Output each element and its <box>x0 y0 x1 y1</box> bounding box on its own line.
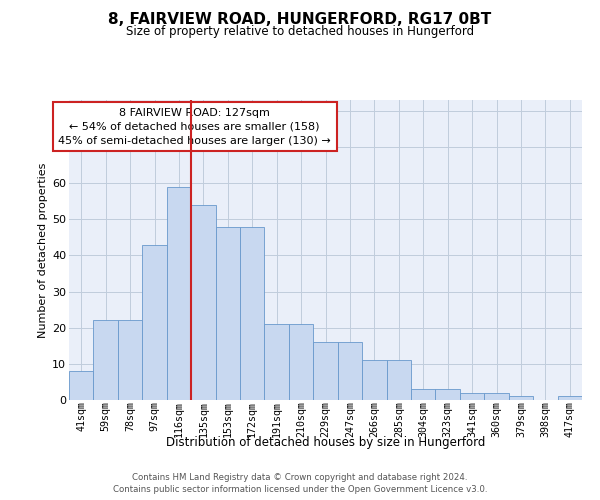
Text: Distribution of detached houses by size in Hungerford: Distribution of detached houses by size … <box>166 436 485 449</box>
Bar <box>411 389 436 400</box>
Bar <box>191 205 215 400</box>
Bar <box>69 371 94 400</box>
Bar <box>167 186 191 400</box>
Bar <box>362 360 386 400</box>
Text: 8 FAIRVIEW ROAD: 127sqm
← 54% of detached houses are smaller (158)
45% of semi-d: 8 FAIRVIEW ROAD: 127sqm ← 54% of detache… <box>58 108 331 146</box>
Text: 8, FAIRVIEW ROAD, HUNGERFORD, RG17 0BT: 8, FAIRVIEW ROAD, HUNGERFORD, RG17 0BT <box>109 12 491 28</box>
Bar <box>118 320 142 400</box>
Text: Contains HM Land Registry data © Crown copyright and database right 2024.: Contains HM Land Registry data © Crown c… <box>132 473 468 482</box>
Bar <box>240 226 265 400</box>
Bar <box>289 324 313 400</box>
Bar <box>265 324 289 400</box>
Bar <box>386 360 411 400</box>
Bar <box>215 226 240 400</box>
Bar <box>338 342 362 400</box>
Bar <box>460 393 484 400</box>
Bar <box>313 342 338 400</box>
Bar <box>557 396 582 400</box>
Bar <box>142 244 167 400</box>
Text: Contains public sector information licensed under the Open Government Licence v3: Contains public sector information licen… <box>113 484 487 494</box>
Bar <box>509 396 533 400</box>
Text: Size of property relative to detached houses in Hungerford: Size of property relative to detached ho… <box>126 25 474 38</box>
Bar <box>484 393 509 400</box>
Y-axis label: Number of detached properties: Number of detached properties <box>38 162 48 338</box>
Bar <box>436 389 460 400</box>
Bar <box>94 320 118 400</box>
